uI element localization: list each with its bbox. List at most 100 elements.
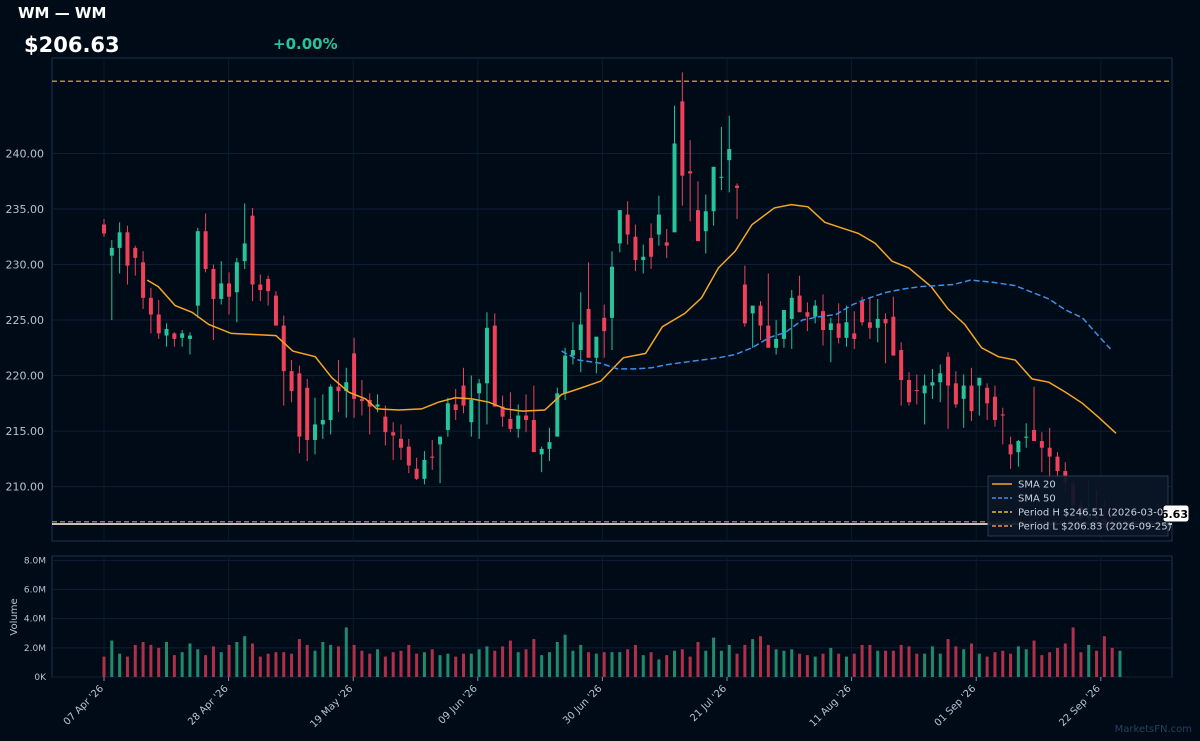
last-price-label: 206.63 xyxy=(1146,508,1188,521)
volume-bar xyxy=(813,656,817,677)
candle-body xyxy=(524,415,529,420)
volume-bar xyxy=(907,646,911,677)
candle-body xyxy=(602,317,607,332)
candle-body xyxy=(758,305,763,326)
chart-title: WM — WM xyxy=(18,4,107,22)
volume-bar xyxy=(571,650,575,677)
candle-body xyxy=(656,214,661,235)
volume-bar xyxy=(735,653,739,677)
volume-bar xyxy=(172,655,176,677)
candle-body xyxy=(328,386,333,420)
candle-body xyxy=(570,350,575,356)
volume-bar xyxy=(1055,647,1059,677)
candle-body xyxy=(828,323,833,331)
price-panel-frame xyxy=(51,57,1173,542)
candle-body xyxy=(289,371,294,392)
volume-bar xyxy=(485,646,489,677)
volume-bar xyxy=(399,650,403,677)
y-tick-label: 215.00 xyxy=(6,425,45,438)
volume-bar xyxy=(508,640,512,677)
volume-bar xyxy=(274,652,278,677)
volume-bar xyxy=(993,652,997,677)
candle-body xyxy=(797,295,802,313)
candle-body xyxy=(578,324,583,351)
volume-bar xyxy=(821,653,825,677)
volume-bar xyxy=(587,652,591,677)
volume-bar xyxy=(704,650,708,677)
volume-bar xyxy=(329,644,333,677)
volume-bar xyxy=(1110,647,1114,677)
volume-bar xyxy=(477,649,481,677)
volume-bar xyxy=(219,652,223,677)
volume-bar xyxy=(774,649,778,677)
volume-bar xyxy=(547,652,551,677)
candle-body xyxy=(133,247,138,258)
volume-bar xyxy=(743,644,747,677)
candle-body xyxy=(953,383,958,405)
volume-bar xyxy=(415,653,419,677)
volume-bar xyxy=(923,653,927,677)
volume-bar xyxy=(313,650,317,677)
candle-body xyxy=(774,338,779,348)
volume-axis-label: Volume xyxy=(9,598,20,635)
candle-body xyxy=(727,149,732,161)
period-lines xyxy=(52,80,1172,525)
candle-body xyxy=(164,328,169,336)
volume-bar xyxy=(610,652,614,677)
volume-bar xyxy=(915,653,919,677)
volume-bar xyxy=(555,642,559,677)
volume-bar xyxy=(516,652,520,677)
volume-bar xyxy=(524,649,528,677)
candle-body xyxy=(375,404,380,407)
x-tick-label: 30 Jun '26 xyxy=(561,683,604,726)
candle-body xyxy=(930,382,935,386)
volume-bar xyxy=(657,659,661,677)
volume-bar xyxy=(391,652,395,677)
volume-bar xyxy=(344,627,348,677)
x-tick-label: 21 Jul '26 xyxy=(688,683,729,724)
volume-bar xyxy=(305,644,309,677)
candle-body xyxy=(946,356,951,386)
volume-bar xyxy=(454,656,458,677)
candle-body xyxy=(672,143,677,233)
volume-bar xyxy=(852,653,856,677)
volume-bar xyxy=(1016,646,1020,677)
volume-bar xyxy=(297,639,301,677)
volume-axis-ticks: 0K 2.0M 4.0M 6.0M 8.0M xyxy=(24,556,47,683)
volume-bar xyxy=(243,636,247,677)
candle-body xyxy=(781,310,786,339)
volume-bar xyxy=(1063,643,1067,677)
volume-bar xyxy=(649,652,653,677)
x-tick-label: 01 Sep '26 xyxy=(933,683,979,729)
sma50-line xyxy=(561,279,1111,370)
volume-bar xyxy=(758,636,762,677)
volume-bar xyxy=(844,656,848,677)
volume-bar xyxy=(133,644,137,677)
volume-bar xyxy=(1071,627,1075,677)
candle-body xyxy=(102,224,106,234)
volume-bar xyxy=(204,655,208,677)
candle-body xyxy=(711,166,716,212)
candle-body xyxy=(281,325,286,372)
candle-body xyxy=(203,231,208,269)
legend-label: SMA 50 xyxy=(1018,494,1056,505)
candle-body xyxy=(258,284,263,291)
watermark: MarketsFN.com xyxy=(1114,724,1192,735)
x-tick-label: 07 Apr '26 xyxy=(62,683,106,727)
volume-bars xyxy=(102,627,1122,677)
candle-body xyxy=(453,404,458,410)
volume-bar xyxy=(970,643,974,677)
candle-body xyxy=(273,295,278,326)
volume-bar xyxy=(118,653,122,677)
volume-bar xyxy=(1118,650,1122,677)
candle-body xyxy=(688,171,693,174)
candle-body xyxy=(844,322,849,338)
legend-label: Period H $246.51 (2026-03-09) xyxy=(1018,508,1174,519)
candle-body xyxy=(891,316,896,356)
volume-bar xyxy=(157,647,161,677)
candle-body xyxy=(313,424,318,440)
candle-body xyxy=(1047,447,1052,457)
volume-bar xyxy=(626,649,630,677)
y-tick-label: 225.00 xyxy=(6,314,45,327)
